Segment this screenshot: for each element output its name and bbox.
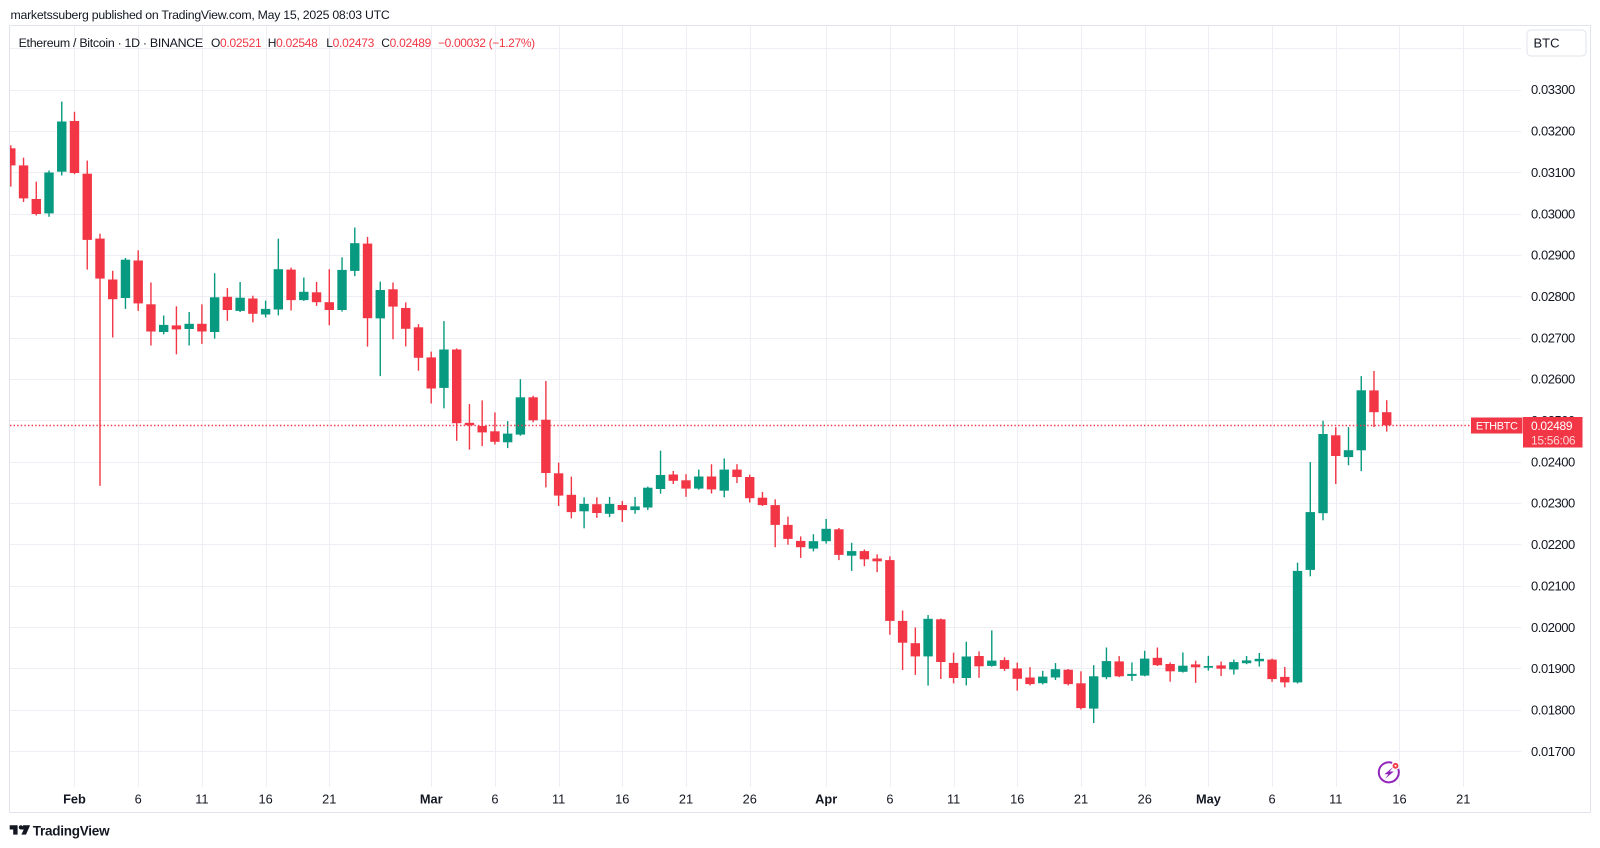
svg-text:21: 21 <box>1074 792 1088 807</box>
svg-text:21: 21 <box>679 792 693 807</box>
svg-text:11: 11 <box>947 792 960 807</box>
svg-text:0.02600: 0.02600 <box>1531 372 1575 387</box>
svg-text:BTC: BTC <box>1534 36 1560 51</box>
svg-text:Feb: Feb <box>63 792 86 807</box>
svg-text:marketssuberg published on Tra: marketssuberg published on TradingView.c… <box>11 8 390 22</box>
svg-text:0.03200: 0.03200 <box>1531 124 1575 139</box>
svg-text:Mar: Mar <box>420 792 443 807</box>
svg-text:15:56:06: 15:56:06 <box>1531 433 1576 447</box>
svg-text:0.01900: 0.01900 <box>1531 661 1575 676</box>
svg-text:O0.02521: O0.02521 <box>211 36 262 50</box>
svg-text:0.03300: 0.03300 <box>1531 82 1575 97</box>
svg-text:0.02200: 0.02200 <box>1531 537 1575 552</box>
svg-text:26: 26 <box>743 792 757 807</box>
svg-text:0.02800: 0.02800 <box>1531 289 1575 304</box>
svg-text:0.03000: 0.03000 <box>1531 206 1575 221</box>
svg-text:11: 11 <box>552 792 565 807</box>
svg-text:May: May <box>1196 792 1222 807</box>
svg-text:0.01700: 0.01700 <box>1531 744 1575 759</box>
svg-text:21: 21 <box>1456 792 1470 807</box>
svg-text:0.02000: 0.02000 <box>1531 620 1575 635</box>
svg-text:16: 16 <box>615 792 629 807</box>
svg-text:16: 16 <box>258 792 272 807</box>
svg-text:6: 6 <box>886 792 893 807</box>
svg-text:0.02900: 0.02900 <box>1531 248 1575 263</box>
svg-text:TradingView: TradingView <box>33 823 110 838</box>
svg-text:0.02100: 0.02100 <box>1531 578 1575 593</box>
svg-text:Ethereum / Bitcoin · 1D · BINA: Ethereum / Bitcoin · 1D · BINANCE <box>19 36 203 50</box>
svg-text:0.03100: 0.03100 <box>1531 165 1575 180</box>
svg-text:16: 16 <box>1010 792 1024 807</box>
svg-text:0.02700: 0.02700 <box>1531 330 1575 345</box>
svg-text:6: 6 <box>491 792 498 807</box>
svg-text:0.01800: 0.01800 <box>1531 703 1575 718</box>
svg-text:0.02400: 0.02400 <box>1531 454 1575 469</box>
svg-text:L0.02473: L0.02473 <box>326 36 374 50</box>
svg-text:11: 11 <box>1329 792 1342 807</box>
svg-text:6: 6 <box>135 792 142 807</box>
svg-text:H0.02548: H0.02548 <box>268 36 318 50</box>
svg-text:26: 26 <box>1138 792 1152 807</box>
svg-text:C0.02489: C0.02489 <box>381 36 431 50</box>
svg-text:16: 16 <box>1392 792 1406 807</box>
svg-text:6: 6 <box>1269 792 1276 807</box>
svg-text:−0.00032 (−1.27%): −0.00032 (−1.27%) <box>438 36 535 50</box>
svg-text:21: 21 <box>322 792 336 807</box>
svg-text:0.02300: 0.02300 <box>1531 496 1575 511</box>
svg-text:Apr: Apr <box>815 792 837 807</box>
svg-text:11: 11 <box>195 792 208 807</box>
svg-text:ETHBTC: ETHBTC <box>1476 420 1518 432</box>
svg-text:0.02489: 0.02489 <box>1531 419 1573 433</box>
